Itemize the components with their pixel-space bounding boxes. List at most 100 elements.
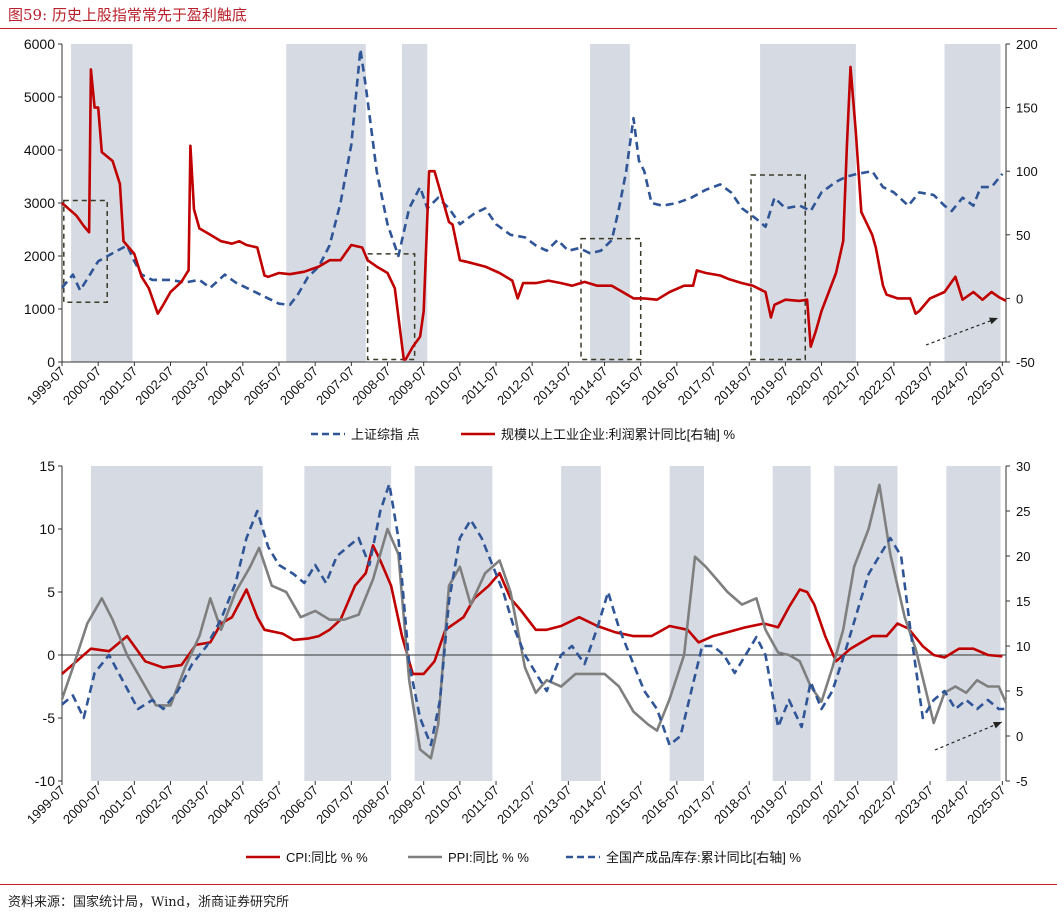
y-left-tick-label: 6000 (24, 36, 55, 52)
y-right-tick-label: 20 (1016, 549, 1030, 564)
x-tick-label: 2022-07 (856, 364, 900, 408)
shaded-period (286, 44, 366, 362)
legend-label: 规模以上工业企业:利润累计同比[右轴] % (501, 427, 735, 442)
x-tick-label: 2000-07 (60, 364, 104, 408)
y-left-tick-label: 1000 (24, 301, 55, 317)
legend-label: 全国产成品库存:累计同比[右轴] % (606, 850, 801, 865)
shaded-period (944, 44, 1001, 362)
series-line-1 (61, 65, 1007, 361)
x-tick-label: 2004-07 (205, 364, 249, 408)
series-line-0 (61, 544, 1003, 676)
x-tick-label: 2024-07 (928, 364, 972, 408)
shaded-period (590, 44, 630, 362)
x-tick-label: 2003-07 (168, 364, 212, 408)
y-right-tick-label: 15 (1016, 594, 1030, 609)
legend-label: CPI:同比 % % (286, 850, 368, 865)
x-tick-label: 2009-07 (385, 783, 429, 827)
trend-arrow-head (993, 721, 1002, 729)
x-tick-label: 2013-07 (530, 364, 574, 408)
y-right-tick-label: 100 (1016, 164, 1038, 179)
y-right-tick-label: 30 (1016, 459, 1030, 474)
x-tick-label: 1999-07 (24, 783, 68, 827)
x-tick-label: 2025-07 (964, 783, 1008, 827)
highlight-box (750, 174, 807, 361)
y-left-tick-label: 15 (39, 458, 55, 474)
x-tick-label: 2002-07 (132, 783, 176, 827)
x-tick-label: 2010-07 (422, 783, 466, 827)
y-right-tick-label: 200 (1016, 37, 1038, 52)
x-tick-label: 2012-07 (494, 364, 538, 408)
x-tick-label: 2000-07 (60, 783, 104, 827)
x-tick-label: 2022-07 (856, 783, 900, 827)
shaded-period (946, 466, 1001, 781)
x-tick-label: 2018-07 (711, 364, 755, 408)
highlight-box (63, 199, 108, 303)
x-tick-label: 2007-07 (313, 364, 357, 408)
y-left-tick-label: 0 (47, 354, 55, 370)
series-line-2 (61, 482, 1006, 747)
y-right-tick-label: 50 (1016, 228, 1030, 243)
y-left-tick-label: 10 (39, 521, 55, 537)
x-tick-label: 2017-07 (675, 783, 719, 827)
x-tick-label: 2020-07 (783, 783, 827, 827)
y-left-tick-label: 0 (47, 647, 55, 663)
highlight-box (366, 253, 416, 361)
x-tick-label: 2013-07 (530, 783, 574, 827)
y-left-tick-label: 3000 (24, 195, 55, 211)
shaded-period (772, 466, 811, 781)
chart-bottom-cpi-ppi-inventory: -10-5051015-50510152025301999-072000-072… (24, 458, 1031, 865)
y-left-tick-label: 5 (47, 584, 55, 600)
x-tick-label: 2008-07 (349, 364, 393, 408)
x-tick-label: 2018-07 (711, 783, 755, 827)
chart-top-index-vs-profit: 0 1000 2000 3000 4000 5000 6000 -50 0 50 100 150 200… (24, 36, 1038, 442)
source-note: 资料来源：国家统计局，Wind，浙商证券研究所 (8, 895, 289, 910)
y-right-tick-label: -5 (1016, 774, 1028, 789)
x-tick-label: 2016-07 (639, 364, 683, 408)
y-left-tick-label: 2000 (24, 248, 55, 264)
x-tick-label: 2001-07 (96, 783, 140, 827)
x-tick-label: 2023-07 (892, 783, 936, 827)
x-tick-label: 2025-07 (964, 364, 1008, 408)
x-tick-label: 2011-07 (458, 364, 502, 408)
x-tick-label: 2015-07 (602, 783, 646, 827)
y-left-tick-label: 5000 (24, 89, 55, 105)
x-tick-label: 2002-07 (132, 364, 176, 408)
series-line-1 (60, 483, 1008, 760)
trend-arrow-head (989, 317, 998, 325)
legend-label: 上证综指 点 (351, 427, 420, 442)
shaded-period (71, 44, 133, 362)
series-line-0 (60, 47, 1004, 307)
bottom-divider (0, 884, 1057, 885)
x-tick-label: 2014-07 (566, 783, 610, 827)
y-left-tick-label: -5 (43, 710, 56, 726)
x-tick-label: 2020-07 (783, 364, 827, 408)
x-tick-label: 2024-07 (928, 783, 972, 827)
x-tick-label: 2005-07 (241, 783, 285, 827)
x-tick-label: 2007-07 (313, 783, 357, 827)
x-tick-label: 2010-07 (422, 364, 466, 408)
top-divider (0, 28, 1057, 29)
y-right-tick-label: 0 (1016, 729, 1023, 744)
x-tick-label: 2004-07 (205, 783, 249, 827)
x-tick-label: 2005-07 (241, 364, 285, 408)
x-tick-label: 2006-07 (277, 783, 321, 827)
legend-label: PPI:同比 % % (448, 850, 529, 865)
x-tick-label: 1999-07 (24, 364, 68, 408)
y-left-tick-label: 4000 (24, 142, 55, 158)
y-right-tick-label: 150 (1016, 101, 1038, 116)
x-tick-label: 2019-07 (747, 783, 791, 827)
x-tick-label: 2019-07 (747, 364, 791, 408)
x-tick-label: 2003-07 (168, 783, 212, 827)
x-tick-label: 2014-07 (566, 364, 610, 408)
shaded-period (304, 466, 392, 781)
x-tick-label: 2009-07 (385, 364, 429, 408)
x-tick-label: 2023-07 (892, 364, 936, 408)
x-tick-label: 2008-07 (349, 783, 393, 827)
x-tick-label: 2015-07 (602, 364, 646, 408)
y-right-tick-label: 5 (1016, 684, 1023, 699)
shaded-period (90, 466, 263, 781)
figure-title: 图59: 历史上股指常常先于盈利触底 (8, 6, 247, 24)
x-tick-label: 2012-07 (494, 783, 538, 827)
x-tick-label: 2001-07 (96, 364, 140, 408)
x-tick-label: 2017-07 (675, 364, 719, 408)
